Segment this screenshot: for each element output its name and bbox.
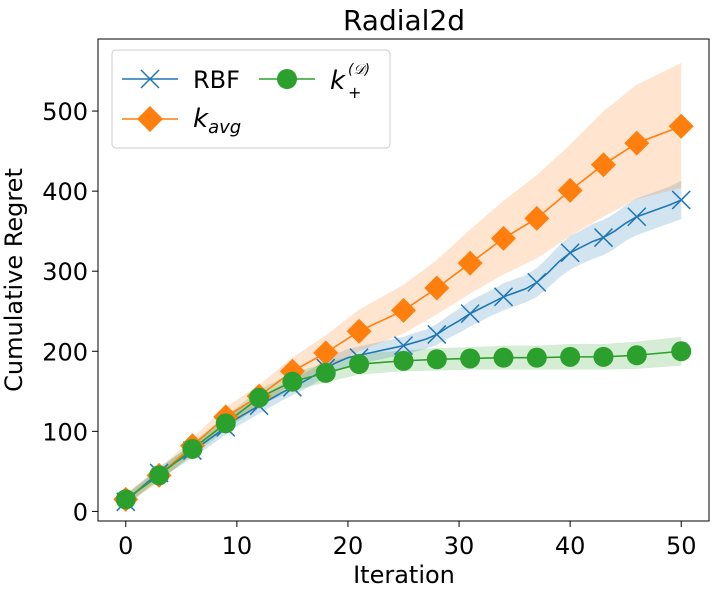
legend: RBF kavg k (𝒟) + xyxy=(111,49,391,149)
legend-kplus-label: k xyxy=(330,66,346,96)
marker-kavg xyxy=(424,275,450,301)
legend-kavg-subscript: avg xyxy=(208,117,241,138)
legend-kplus-marker xyxy=(277,69,297,89)
marker-kplus xyxy=(249,387,270,408)
marker-kplus xyxy=(182,438,203,459)
marker-rbf xyxy=(593,228,613,248)
y-axis-ticks: 0 100 200 300 400 500 xyxy=(42,98,98,526)
y-tick-label: 300 xyxy=(42,258,88,286)
marker-kavg xyxy=(457,250,483,276)
marker-kavg xyxy=(668,113,694,139)
legend-kplus-base: k xyxy=(330,66,346,96)
y-tick-label: 0 xyxy=(73,498,88,526)
y-tick-label: 100 xyxy=(42,418,88,446)
series-markers xyxy=(113,113,694,512)
marker-kplus xyxy=(426,349,447,370)
legend-rbf-label: RBF xyxy=(193,66,240,94)
marker-kavg xyxy=(346,318,372,344)
marker-kavg xyxy=(624,130,650,156)
marker-kplus xyxy=(526,347,547,368)
x-axis-ticks: 0 10 20 30 40 50 xyxy=(118,521,697,560)
marker-kplus xyxy=(349,354,370,375)
legend-rbf-marker xyxy=(140,69,160,89)
marker-rbf xyxy=(671,190,691,210)
marker-kplus xyxy=(115,489,136,510)
marker-rbf xyxy=(527,272,547,292)
y-tick-label: 200 xyxy=(42,338,88,366)
legend-kavg-base: k xyxy=(193,104,209,134)
marker-rbf xyxy=(427,324,447,344)
legend-kavg-label: kavg xyxy=(193,104,241,138)
marker-kavg xyxy=(557,177,583,203)
y-tick-label: 500 xyxy=(42,98,88,126)
plot-frame xyxy=(97,38,710,522)
marker-kavg xyxy=(590,152,616,178)
marker-kplus xyxy=(593,346,614,367)
x-tick-label: 20 xyxy=(333,532,364,560)
marker-rbf xyxy=(393,336,414,356)
legend-kavg-marker xyxy=(137,106,163,132)
marker-kplus xyxy=(393,350,414,371)
marker-kavg xyxy=(524,205,550,231)
marker-rbf xyxy=(493,287,514,307)
marker-kplus xyxy=(282,371,303,392)
marker-rbf xyxy=(560,243,580,263)
marker-kplus xyxy=(215,413,236,434)
x-tick-label: 30 xyxy=(444,532,475,560)
legend-kplus-superscript: (𝒟) xyxy=(348,62,370,78)
x-tick-label: 0 xyxy=(118,532,133,560)
marker-rbf xyxy=(627,207,647,227)
marker-kplus xyxy=(671,341,692,362)
marker-kplus xyxy=(315,362,336,383)
plot-area xyxy=(113,63,694,512)
legend-kplus-subscript: + xyxy=(348,83,361,102)
y-axis-label: Cumulative Regret xyxy=(0,168,28,392)
marker-kavg xyxy=(490,225,516,251)
legend-frame xyxy=(111,49,391,149)
y-tick-label: 400 xyxy=(42,178,88,206)
marker-kavg xyxy=(391,297,416,323)
x-tick-label: 40 xyxy=(555,532,586,560)
x-tick-label: 10 xyxy=(222,532,253,560)
marker-kplus xyxy=(149,465,170,486)
marker-rbf xyxy=(460,304,480,324)
chart-title: Radial2d xyxy=(343,4,465,37)
marker-kavg xyxy=(313,340,339,366)
x-tick-label: 50 xyxy=(666,532,697,560)
marker-kplus xyxy=(460,348,481,369)
marker-kplus xyxy=(493,347,514,368)
x-axis-label: Iteration xyxy=(353,561,455,589)
marker-kplus xyxy=(626,345,647,366)
marker-kplus xyxy=(560,346,581,367)
band-rbf xyxy=(125,180,682,508)
